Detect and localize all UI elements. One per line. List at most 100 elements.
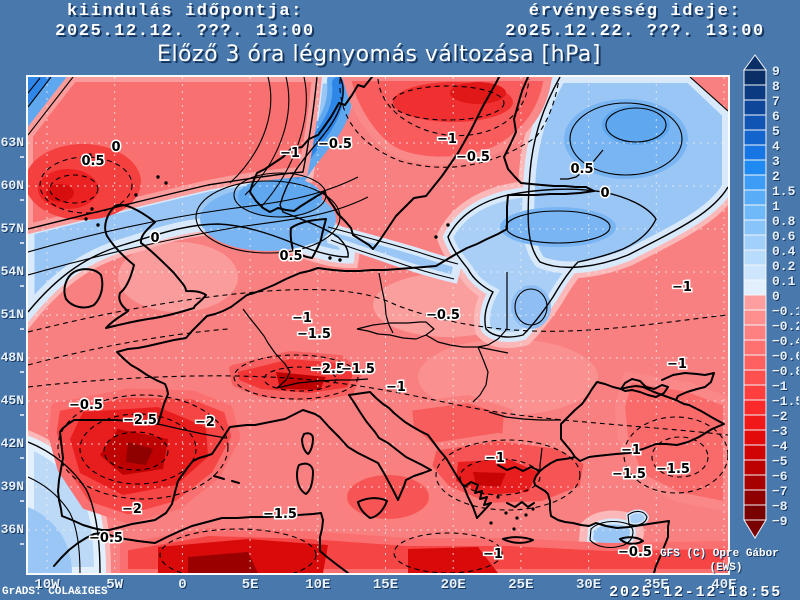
contour-label: −1	[292, 311, 312, 326]
colorbar-segment	[743, 129, 767, 146]
lat-tick-label: 57N	[0, 222, 24, 250]
coastlines-layer	[53, 77, 725, 573]
colorbar-segment	[743, 189, 767, 206]
contour-label: −1	[672, 280, 692, 295]
colorbar-tick-label: 2	[772, 169, 780, 184]
lon-tick-label: 25E	[508, 577, 534, 593]
map-frame: 0.5 0 0 0.5 −1 −0.5 −1 −0.5 0.5 0 −1 −1 −1 −1.5 −0.5 −2…	[26, 75, 730, 575]
contour-label: 0.5	[570, 162, 593, 177]
contour-label: −1.5	[263, 507, 297, 522]
colorbar-segment	[743, 399, 767, 416]
colorbar-tick-label: 3	[772, 154, 780, 169]
chart-title: Előző 3 óra légnyomás változása [hPa]	[157, 42, 601, 67]
contour-label: −0.5	[426, 308, 460, 323]
colorbar-tick-label: 0.2	[772, 259, 796, 274]
colorbar-tick-label: −6	[772, 469, 788, 484]
contour-label: −2	[122, 502, 142, 517]
solid-contours	[28, 77, 728, 573]
colorbar-segment	[743, 354, 767, 371]
lat-tick-label: 51N	[0, 308, 24, 336]
contour-label: −0.5	[69, 398, 103, 413]
colorbar-tick-label: 5	[772, 124, 780, 139]
contour-label: −0.5	[618, 545, 652, 560]
colorbar-segment	[743, 249, 767, 266]
watermark: GFS (C) Opre Gábor (EWS)	[660, 547, 792, 575]
colorbar-tick-label: 4	[772, 139, 780, 154]
colorbar-tick-label: −8	[772, 499, 788, 514]
graticule-gridlines	[28, 77, 728, 573]
lat-tick-label: 39N	[0, 480, 24, 508]
contour-label: −2.5	[311, 362, 345, 377]
colorbar-tick-label: −3	[772, 424, 788, 439]
colorbar-tick-label: 0.8	[772, 214, 796, 229]
colorbar-segment	[743, 159, 767, 176]
colorbar-segment	[743, 384, 767, 401]
watermark-credit: GFS (C) Opre Gábor	[660, 548, 779, 560]
colorbar-tick-label: 0	[772, 289, 780, 304]
colorbar-down-arrow-icon	[743, 519, 767, 539]
colorbar-segment	[743, 324, 767, 341]
lon-tick-label: 35E	[643, 577, 669, 593]
colorbar-tick-label: 1.5	[772, 184, 796, 199]
colorbar-segment	[743, 84, 767, 101]
valid-time-label: érvényesség ideje:	[528, 2, 742, 21]
island-dots	[84, 153, 535, 531]
colorbar-segment	[743, 234, 767, 251]
contour-label: −0.5	[456, 150, 490, 165]
colorbar-segment	[743, 114, 767, 131]
colorbar-segment	[743, 219, 767, 236]
colorbar-tick-label: −9	[772, 514, 788, 529]
colorbar-tick-label: 1	[772, 199, 780, 214]
contour-label: −1	[485, 451, 505, 466]
colorbar-tick-label: −4	[772, 439, 788, 454]
colorbar-segment	[743, 294, 767, 311]
lat-tick-label: 60N	[0, 179, 24, 207]
colorbar-tick-label: 0.1	[772, 274, 796, 289]
colorbar-segment	[743, 279, 767, 296]
contour-label: −1.5	[656, 462, 690, 477]
contour-label: −1	[280, 146, 300, 161]
lon-tick-label: 30E	[575, 577, 602, 593]
contour-label: −1.5	[297, 327, 331, 342]
colorbar-segment	[743, 489, 767, 506]
lon-tick-label: 10E	[305, 577, 331, 593]
lon-tick-label: 15E	[372, 577, 399, 593]
contour-label: 0	[150, 231, 159, 246]
contour-label: −0.5	[89, 531, 123, 546]
colorbar-tick-label: 7	[772, 94, 780, 109]
contour-label: 0	[600, 186, 609, 201]
colorbar-segment	[743, 69, 767, 86]
colorbar-segment	[743, 474, 767, 491]
lat-tick-label: 48N	[0, 351, 24, 379]
colorbar-tick-label: 8	[772, 79, 780, 94]
colorbar-tick-label: −7	[772, 484, 788, 499]
valid-time-value: 2025.12.22. ???. 13:00	[505, 22, 765, 41]
contour-label: −1	[437, 132, 457, 147]
contour-label: −2	[195, 415, 215, 430]
init-time-block: kiindulás időpontja: 2025.12.12. ???. 13…	[10, 2, 360, 42]
colorbar-segment	[743, 144, 767, 161]
lon-tick-label: 5W	[106, 577, 124, 593]
lat-tick-label: 63N	[0, 136, 24, 164]
lon-tick-label: 10W	[34, 577, 60, 593]
colorbar-segment	[743, 504, 767, 521]
lon-tick-label: 20E	[440, 577, 466, 593]
contour-label: −1.5	[612, 467, 646, 482]
init-time-label: kiindulás időpontja:	[66, 2, 304, 21]
colorbar-tick-label: −2	[772, 409, 788, 424]
lon-tick-label: 5E	[241, 577, 259, 593]
contour-label: −1	[621, 443, 641, 458]
colorbar-tick-label: −0.6	[772, 349, 799, 364]
contour-label: −1	[483, 547, 503, 562]
contour-label: −1.5	[341, 362, 375, 377]
colorbar-segment	[743, 204, 767, 221]
contour-label: −0.5	[318, 137, 352, 152]
colorbar-segment	[743, 264, 767, 281]
colorbar-segment	[743, 429, 767, 446]
generation-timestamp: 2025-12-12-18:55	[609, 584, 782, 600]
contour-label: 0.5	[81, 154, 104, 169]
colorbar-tick-label: 0.6	[772, 229, 796, 244]
colorbar-tick-label: −1.5	[772, 394, 799, 409]
